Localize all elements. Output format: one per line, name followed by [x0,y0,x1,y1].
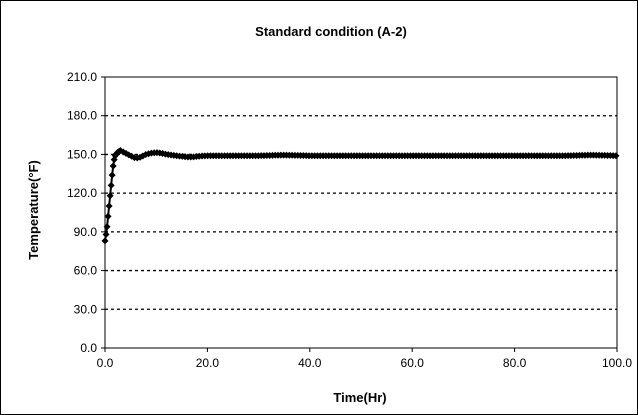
y-axis-ticks: 0.0 30.0 60.0 90.0 120.0 150.0 180.0 210.0 [67,70,105,355]
x-axis-label: Time(Hr) [333,390,386,405]
series-temperature [101,147,620,245]
y-axis-label: Temperature(°F) [26,160,41,260]
data-point-7 [108,171,116,179]
x-tick-label-0: 0.0 [97,356,114,370]
series-line [104,149,618,242]
x-tick-label-4: 80.0 [503,356,527,370]
data-point-5 [106,192,114,200]
y-tick-label-1: 30.0 [74,302,98,316]
data-point-6 [107,181,115,189]
data-point-191 [612,152,620,160]
x-tick-label-2: 40.0 [298,356,322,370]
x-tick-label-3: 60.0 [401,356,425,370]
data-point-4 [105,202,113,210]
data-point-3 [104,212,112,220]
data-point-1 [102,230,110,238]
y-tick-label-4: 120.0 [67,186,97,200]
x-axis-ticks: 0.0 20.0 40.0 60.0 80.0 100.0 [97,348,632,370]
y-tick-label-5: 150.0 [67,147,97,161]
x-tick-label-1: 20.0 [196,356,220,370]
y-tick-label-0: 0.0 [80,341,97,355]
y-tick-label-2: 60.0 [74,264,98,278]
y-tick-label-7: 210.0 [67,70,97,84]
x-tick-label-5: 100.0 [602,356,632,370]
y-tick-label-6: 180.0 [67,109,97,123]
grid-lines [105,115,617,310]
data-point-8 [109,162,117,170]
plot-area [104,76,618,349]
y-tick-label-3: 90.0 [74,225,98,239]
data-point-0 [101,237,109,245]
data-point-2 [103,223,111,231]
data-point-17 [122,149,130,157]
chart-title: Standard condition (A-2) [255,24,407,39]
